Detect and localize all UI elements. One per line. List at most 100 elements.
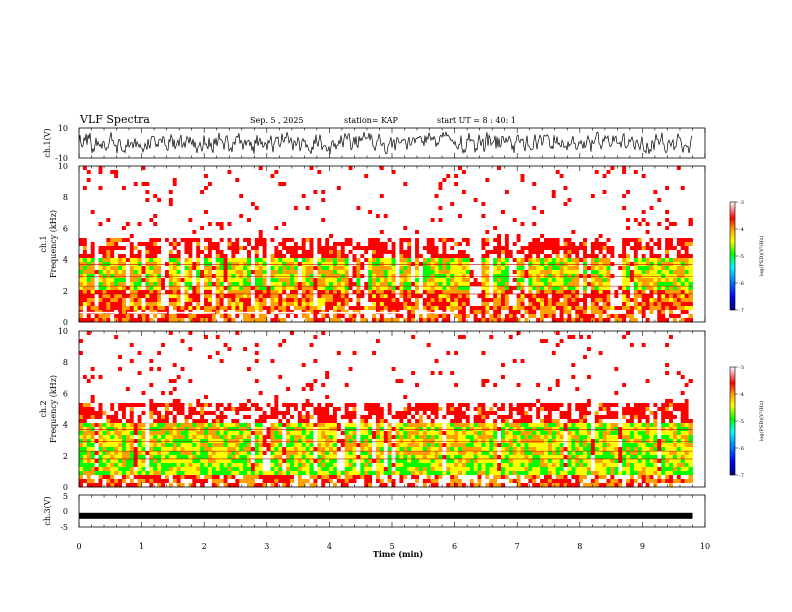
spectrogram-cell	[489, 222, 494, 227]
spectrogram-cell	[172, 234, 178, 239]
spectrogram-cell	[118, 274, 123, 279]
spectrogram-cell	[430, 210, 435, 215]
spectrogram-cell	[426, 230, 432, 235]
spectrogram-cell	[180, 222, 185, 227]
spectrogram-cell	[204, 174, 209, 179]
spectrogram-cell	[364, 178, 369, 183]
spectrogram-cell	[352, 242, 357, 247]
spectrogram-cell	[235, 286, 240, 291]
spectrogram-cell	[196, 302, 201, 307]
spectrogram-cell	[82, 302, 88, 307]
spectrogram-cell	[516, 254, 521, 259]
spectrogram-cell	[360, 174, 365, 179]
spectrogram-cell	[434, 302, 439, 307]
spectrogram-cell	[336, 202, 342, 207]
spectrogram-cell	[309, 230, 314, 235]
spectrogram-cell	[164, 298, 170, 303]
spectrogram-cell	[493, 302, 498, 307]
spectrogram-cell	[332, 266, 338, 271]
spectrogram-cell	[125, 258, 131, 263]
spectrogram-cell	[121, 186, 127, 191]
spectrogram-cell	[528, 238, 533, 243]
spectrogram-cell	[145, 182, 150, 187]
spectrogram-cell	[360, 258, 365, 263]
spectrogram-cell	[243, 242, 248, 247]
spectrogram-cell	[364, 238, 369, 243]
spectrogram-cell	[301, 254, 307, 259]
spectrogram-cell	[395, 238, 400, 243]
spectrogram-cell	[129, 194, 135, 199]
spectrogram-cell	[461, 310, 467, 315]
spectrogram-cell	[547, 270, 553, 275]
spectrogram-cell	[489, 306, 494, 311]
spectrogram-cell	[411, 178, 416, 183]
spectrogram-cell	[360, 194, 365, 199]
spectrogram-cell	[493, 258, 498, 263]
spectrogram-cell	[196, 234, 201, 239]
spectrogram-cell	[368, 270, 373, 275]
spectrogram-cell	[426, 242, 432, 247]
spectrogram-cell	[469, 286, 475, 291]
spectrogram-cell	[528, 186, 533, 191]
spectrogram-cell	[247, 238, 252, 243]
spectrogram-cell	[204, 294, 209, 299]
spectrogram-cell	[301, 246, 307, 251]
spectrogram-cell	[547, 178, 553, 183]
spectrogram-cell	[360, 242, 365, 247]
spectrogram-cell	[262, 178, 267, 183]
spectrogram-cell	[192, 218, 197, 223]
spectrogram-cell	[90, 174, 96, 179]
spectrogram-cell	[235, 194, 240, 199]
spectrogram-cell	[430, 314, 435, 319]
spectrogram-cell	[450, 182, 455, 187]
spectrogram-cell	[153, 306, 158, 311]
spectrogram-cell	[356, 318, 361, 323]
spectrogram-cell	[235, 302, 240, 307]
spectrogram-cell	[223, 258, 228, 263]
spectrogram-cell	[90, 270, 96, 275]
spectrogram-cell	[110, 270, 115, 275]
spectrogram-cell	[133, 306, 139, 311]
spectrogram-cell	[133, 226, 139, 231]
spectrogram-cell	[192, 186, 197, 191]
spectrogram-cell	[461, 270, 467, 275]
spectrogram-cell	[157, 166, 162, 171]
spectrogram-cell	[305, 306, 310, 311]
spectrogram-cell	[309, 202, 314, 207]
spectrogram-cell	[86, 174, 92, 179]
spectrogram-cell	[286, 182, 291, 187]
spectrogram-cell	[458, 306, 463, 311]
spectrogram-cell	[204, 282, 209, 287]
spectrogram-cell	[290, 302, 295, 307]
spectrogram-cell	[563, 246, 568, 251]
spectrogram-cell	[532, 314, 537, 319]
spectrogram-cell	[157, 222, 162, 227]
spectrogram-cell	[235, 170, 240, 175]
spectrogram-cell	[418, 190, 424, 195]
spectrogram-cell	[180, 198, 185, 203]
spectrogram-cell	[270, 194, 275, 199]
spectrogram-cell	[243, 290, 248, 295]
spectrogram-cell	[547, 170, 553, 175]
spectrogram-cell	[399, 314, 404, 319]
spectrogram-cell	[450, 274, 455, 279]
spectrogram-cell	[133, 170, 139, 175]
spectrogram-cell	[504, 282, 510, 287]
spectrogram-cell	[121, 266, 127, 271]
spectrogram-cell	[469, 214, 475, 219]
spectrogram-cell	[536, 238, 541, 243]
spectrogram-cell	[497, 230, 502, 235]
spectrogram-cell	[454, 206, 459, 211]
spectrogram-cell	[141, 170, 146, 175]
spectrogram-cell	[329, 190, 334, 195]
spectrogram-cell	[555, 234, 561, 239]
spectrogram-cell	[473, 294, 478, 299]
spectrogram-cell	[555, 218, 561, 223]
spectrogram-cell	[153, 314, 158, 319]
spectrogram-cell	[364, 194, 369, 199]
spectrogram-cell	[309, 270, 314, 275]
spectrogram-cell	[458, 318, 463, 323]
spectrogram-cell	[321, 286, 326, 291]
spectrogram-cell	[465, 222, 471, 227]
spectrogram-cell	[286, 282, 291, 287]
